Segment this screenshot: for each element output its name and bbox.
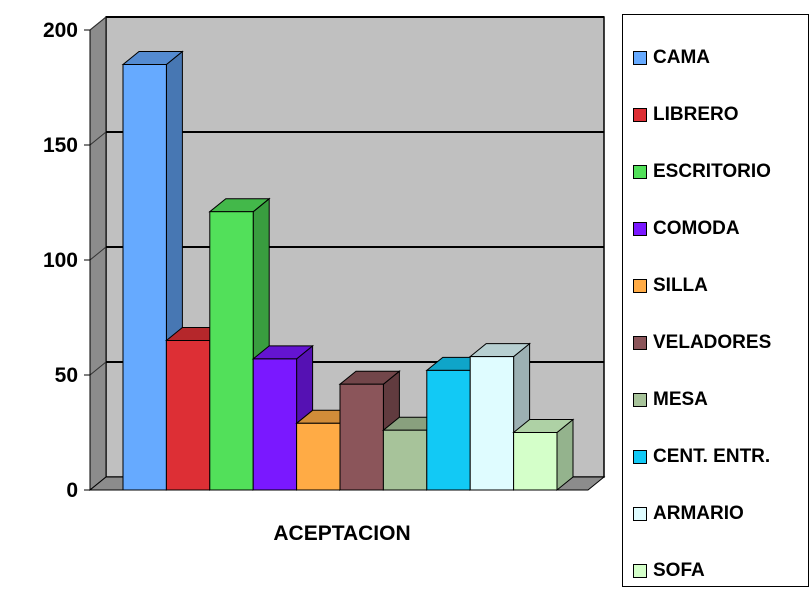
bar <box>426 369 471 491</box>
legend-swatch <box>633 393 647 407</box>
gridline-side <box>89 361 107 376</box>
y-tick-label: 100 <box>43 249 78 272</box>
bar <box>339 383 384 491</box>
legend-item: CAMA <box>633 47 710 69</box>
legend-label: COMODA <box>653 218 740 239</box>
legend-item: MESA <box>633 389 708 411</box>
legend-label: MESA <box>653 389 708 410</box>
legend-label: SOFA <box>653 560 705 581</box>
y-tick-label: 150 <box>43 134 78 157</box>
legend-swatch <box>633 450 647 464</box>
legend-swatch <box>633 507 647 521</box>
legend-swatch <box>633 336 647 350</box>
legend-label: ARMARIO <box>653 503 744 524</box>
legend-item: LIBRERO <box>633 104 739 126</box>
legend-swatch <box>633 51 647 65</box>
legend-swatch <box>633 564 647 578</box>
gridline-side <box>89 246 107 261</box>
legend-swatch <box>633 279 647 293</box>
legend-label: VELADORES <box>653 332 772 353</box>
legend-label: ESCRITORIO <box>653 161 771 182</box>
legend-label: SILLA <box>653 275 708 296</box>
bar <box>382 429 428 491</box>
y-tick-label: 200 <box>43 19 78 42</box>
legend-item: VELADORES <box>633 332 771 354</box>
legend-item: COMODA <box>633 218 740 240</box>
x-category-label: ACEPTACION <box>273 522 410 545</box>
legend-item: CENT. ENTR. <box>633 446 770 468</box>
legend-label: CENT. ENTR. <box>653 446 771 467</box>
y-tick-label: 50 <box>55 364 78 387</box>
bar <box>296 422 341 491</box>
legend-item: ARMARIO <box>633 503 744 525</box>
bar <box>252 358 298 491</box>
legend-swatch <box>633 222 647 236</box>
bar <box>209 211 254 491</box>
legend-swatch <box>633 108 647 122</box>
gridline-side <box>89 16 107 31</box>
legend-item: ESCRITORIO <box>633 161 771 183</box>
y-tick-label: 0 <box>66 479 78 502</box>
gridline-side <box>89 131 107 146</box>
legend-item: SOFA <box>633 560 705 582</box>
bar <box>469 356 515 491</box>
bar <box>513 432 558 491</box>
legend-label: CAMA <box>653 47 710 68</box>
bar <box>122 64 167 491</box>
legend-label: LIBRERO <box>653 104 739 125</box>
legend: CAMA LIBRERO ESCRITORIO COMODA SILLA VELADORE… <box>622 14 809 587</box>
bar <box>165 340 211 491</box>
legend-swatch <box>633 165 647 179</box>
legend-item: SILLA <box>633 275 708 297</box>
